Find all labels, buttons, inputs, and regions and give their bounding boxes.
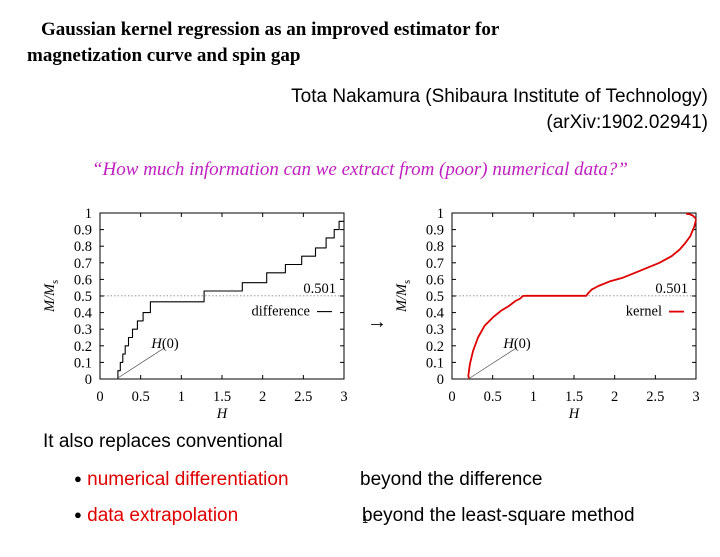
y-tick-label: 0.7	[74, 256, 92, 272]
quote: “How much information can we extract fro…	[91, 159, 628, 180]
x-axis-label: H	[568, 406, 581, 422]
series-line	[467, 219, 697, 380]
kernel-plot: 00.10.20.30.40.50.60.70.80.910 0.5 1 1.5 2 2.…	[394, 206, 700, 422]
x-tick-label: 3	[692, 389, 699, 405]
bullet-row-2: ● data extrapolation	[74, 505, 238, 527]
annotation-label: H(0)	[150, 336, 179, 352]
legend-label: difference	[252, 304, 311, 320]
x-tick-label: 1	[178, 389, 185, 405]
series-line	[117, 220, 344, 379]
annotation-label: H(0)	[502, 336, 531, 352]
bullet-icon: ●	[74, 471, 82, 486]
y-tick-label: 0.9	[74, 223, 92, 239]
bullet-row-1: ● numerical differentiation	[74, 469, 289, 491]
bullet-icon: ●	[74, 507, 82, 522]
x-tick-label: 1	[530, 389, 537, 405]
y-tick-label: 0.1	[426, 355, 444, 371]
x-tick-label: 2	[259, 389, 266, 405]
y-tick-label: 0	[437, 372, 444, 388]
x-tick-label: 3	[340, 389, 347, 405]
title-line-1: Gaussian kernel regression as an improve…	[41, 19, 500, 40]
y-tick-label: 0.6	[74, 272, 92, 288]
y-tick-label: 0.8	[74, 239, 92, 255]
x-tick-label: 2	[611, 389, 618, 405]
bullet-data-extrapolation: data extrapolation	[87, 505, 239, 526]
slide-title: Gaussian kernel regression as an improve…	[27, 17, 627, 69]
difference-plot: 00.10.20.30.40.50.60.70.80.910 0.5 1 1.5 2 2.…	[42, 206, 348, 422]
y-tick-label: 0.6	[426, 272, 444, 288]
arrow-icon: →	[367, 311, 387, 333]
x-tick-label: 2.5	[294, 389, 312, 405]
x-axis-label: H	[216, 406, 229, 422]
y-tick-label: 0.1	[74, 355, 92, 371]
x-tick-label: 0	[96, 389, 103, 405]
x-tick-label: 1.5	[213, 389, 231, 405]
y-tick-label: 1	[437, 206, 444, 222]
author-name: Tota Nakamura (Shibaura Institute of Tec…	[291, 86, 708, 107]
bullet-numerical-differentiation: numerical differentiation	[87, 469, 289, 490]
y-tick-label: 0.5	[74, 289, 92, 305]
y-tick-label: 0.4	[74, 306, 93, 322]
intro-text: It also replaces conventional	[43, 431, 283, 452]
y-tick-label: 0.3	[74, 322, 92, 338]
annotation-arrow	[468, 347, 518, 380]
y-tick-label: 0	[85, 372, 92, 388]
bullet-2-rest: beyond the least-square method	[362, 505, 635, 526]
x-tick-label: 0	[448, 389, 455, 405]
y-tick-label: 0.3	[426, 322, 444, 338]
y-tick-label: 0.5	[426, 289, 444, 305]
bullet-1-rest: beyond the difference	[360, 469, 543, 490]
y-axis-label: M/Ms	[394, 280, 413, 313]
legend-label: kernel	[626, 304, 662, 320]
x-tick-label: 2.5	[646, 389, 664, 405]
series-line	[686, 212, 697, 220]
y-tick-label: 0.2	[426, 339, 444, 355]
title-line-2: magnetization curve and spin gap	[27, 45, 301, 66]
y-tick-label: 0.7	[426, 256, 444, 272]
x-tick-label: 1.5	[565, 389, 583, 405]
y-axis-label: M/Ms	[42, 280, 61, 313]
y-tick-label: 1	[85, 206, 92, 222]
arxiv-id: (arXiv:1902.02941)	[546, 112, 708, 133]
y-tick-label: 0.4	[426, 306, 445, 322]
reference-label: 0.501	[303, 281, 336, 297]
y-tick-label: 0.9	[426, 223, 444, 239]
y-tick-label: 0.2	[74, 339, 92, 355]
author-block: Tota Nakamura (Shibaura Institute of Tec…	[291, 84, 708, 136]
page-number: 1	[362, 514, 369, 526]
x-tick-label: 0.5	[132, 389, 150, 405]
reference-label: 0.501	[655, 281, 688, 297]
annotation-arrow	[116, 347, 166, 380]
y-tick-label: 0.8	[426, 239, 444, 255]
x-tick-label: 0.5	[484, 389, 502, 405]
